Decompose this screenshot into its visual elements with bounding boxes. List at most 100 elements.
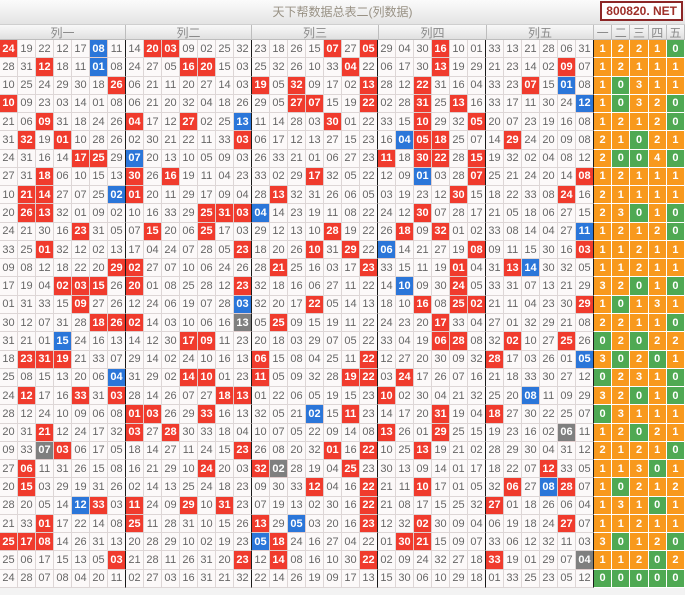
number-cell: 01: [450, 478, 468, 497]
number-cell: 31: [54, 113, 72, 132]
number-cell: 12: [162, 113, 180, 132]
number-cell: 03: [54, 94, 72, 114]
count-cell: 1: [612, 441, 631, 461]
count-cell: 4: [648, 149, 667, 168]
red-ball-cell: 05: [414, 131, 432, 150]
number-cell: 30: [342, 551, 360, 570]
number-cell: 24: [522, 131, 540, 150]
number-cell: 19: [180, 167, 198, 187]
number-cell: 26: [378, 222, 396, 241]
number-cell: 28: [252, 259, 270, 278]
count-cell: 1: [648, 186, 667, 205]
red-ball-cell: 10: [378, 387, 396, 406]
count-cell: 1: [666, 295, 685, 314]
blue-ball-cell: 03: [234, 295, 252, 314]
number-cell: 01: [504, 496, 522, 515]
table-row: 27 06 11 31 26 15 08 16 21 29 10 24 20 03 32 02 28 19 04 25…: [0, 460, 685, 479]
number-cell: 08: [288, 551, 306, 570]
number-cell: 28: [540, 40, 558, 59]
number-cell: 12: [36, 259, 54, 278]
red-ball-cell: 03: [54, 441, 72, 461]
number-cell: 17: [396, 58, 414, 77]
count-cell: 0: [666, 368, 685, 388]
number-cell: 01: [36, 332, 54, 351]
count-cell: 2: [630, 240, 649, 260]
number-cell: 20: [72, 368, 90, 388]
number-cell: 19: [324, 387, 342, 406]
number-cell: 16: [342, 496, 360, 515]
number-cell: 02: [378, 94, 396, 114]
red-ball-cell: 26: [108, 76, 126, 95]
number-cell: 25: [558, 405, 576, 424]
number-cell: 05: [288, 423, 306, 442]
number-cell: 14: [342, 423, 360, 442]
number-cell: 22: [36, 40, 54, 59]
count-cell: 1: [630, 496, 649, 515]
number-cell: 11: [216, 332, 234, 351]
number-cell: 15: [324, 94, 342, 114]
red-ball-cell: 24: [0, 40, 18, 59]
table-row: 30 12 07 31 28 18 26 02 14 03 10 06 16 13 05 25 09 15 19 11…: [0, 313, 685, 333]
number-cell: 06: [198, 313, 216, 333]
number-cell: 24: [72, 332, 90, 351]
number-cell: 19: [180, 295, 198, 314]
red-ball-cell: 31: [414, 94, 432, 114]
number-cell: 31: [18, 167, 36, 187]
number-cell: 01: [342, 113, 360, 132]
red-ball-cell: 21: [414, 533, 432, 552]
count-column-header: 一: [594, 25, 613, 40]
number-cell: 31: [198, 551, 216, 570]
count-cell: 1: [648, 58, 667, 77]
count-cell: 1: [594, 76, 613, 95]
red-ball-cell: 03: [144, 405, 162, 424]
number-cell: 11: [342, 277, 360, 296]
red-ball-cell: 04: [126, 113, 144, 132]
number-cell: 21: [0, 113, 18, 132]
number-cell: 19: [450, 405, 468, 424]
red-ball-cell: 03: [576, 240, 594, 260]
number-cell: 18: [468, 569, 486, 588]
table-row: 01 31 33 15 09 27 26 12 24 06 19 07 28 03 32 20 17 22 05 14…: [0, 295, 685, 314]
number-cell: 02: [198, 113, 216, 132]
blue-ball-cell: 11: [576, 222, 594, 241]
count-cell: 3: [594, 387, 613, 406]
red-ball-cell: 23: [234, 240, 252, 260]
red-ball-cell: 31: [36, 350, 54, 369]
red-ball-cell: 32: [288, 76, 306, 95]
number-cell: 15: [36, 368, 54, 388]
number-cell: 05: [342, 332, 360, 351]
number-cell: 17: [414, 496, 432, 515]
red-ball-cell: 06: [504, 478, 522, 497]
number-cell: 17: [90, 441, 108, 461]
blue-ball-cell: 01: [90, 58, 108, 77]
count-cell: 2: [612, 368, 631, 388]
number-cell: 20: [144, 186, 162, 205]
number-cell: 20: [288, 441, 306, 461]
red-ball-cell: 24: [450, 277, 468, 296]
number-cell: 23: [540, 295, 558, 314]
number-cell: 08: [108, 514, 126, 534]
number-cell: 31: [18, 149, 36, 168]
red-blue-ball-cell: 07: [36, 441, 54, 461]
number-cell: 29: [252, 222, 270, 241]
number-cell: 18: [522, 204, 540, 223]
number-cell: 29: [540, 551, 558, 570]
count-cell: 1: [648, 441, 667, 461]
red-ball-cell: 19: [252, 76, 270, 95]
number-cell: 23: [288, 204, 306, 223]
number-cell: 05: [162, 58, 180, 77]
red-ball-cell: 13: [378, 423, 396, 442]
number-cell: 04: [198, 94, 216, 114]
number-cell: 30: [36, 222, 54, 241]
number-cell: 27: [342, 40, 360, 59]
number-cell: 28: [126, 387, 144, 406]
red-ball-cell: 14: [36, 186, 54, 205]
red-ball-cell: 12: [18, 387, 36, 406]
count-cell: 1: [594, 58, 613, 77]
number-cell: 01: [486, 569, 504, 588]
number-cell: 31: [324, 240, 342, 260]
number-cell: 06: [72, 441, 90, 461]
number-cell: 16: [180, 569, 198, 588]
number-cell: 05: [270, 94, 288, 114]
table-row: 24 19 22 12 17 08 11 14 20 03 09 02 25 32 23 18 26 15 07 27…: [0, 40, 685, 59]
